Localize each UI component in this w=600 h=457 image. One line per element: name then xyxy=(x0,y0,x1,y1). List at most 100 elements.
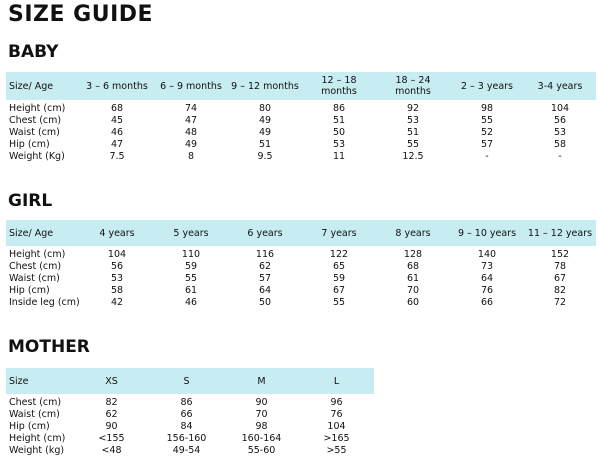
size-value: 56 xyxy=(110,261,124,272)
size-value: 46 xyxy=(184,297,198,308)
size-value: - xyxy=(558,151,562,162)
size-value: 45 xyxy=(110,115,124,126)
row-label: Inside leg (cm) xyxy=(9,297,80,308)
size-value: 82 xyxy=(105,397,118,408)
table-row: Height (cm) 68 74 80 86 92 98 104 xyxy=(6,103,596,115)
size-value: 160-164 xyxy=(241,433,282,444)
row-label: Waist (cm) xyxy=(9,273,60,284)
table-row: Height (cm) <155 156-160 160-164 >165 xyxy=(6,433,374,445)
size-value: 61 xyxy=(184,285,198,296)
size-value: 90 xyxy=(255,397,268,408)
size-value: 64 xyxy=(480,273,494,284)
size-value: 72 xyxy=(553,297,567,308)
size-table-baby: Size/ Age 3 – 6 months 6 – 9 months 9 – 12 … xyxy=(6,72,596,163)
size-value: >165 xyxy=(323,433,350,444)
table-row: Inside leg (cm) 42 46 50 55 60 66 72 xyxy=(6,297,596,309)
size-value: 78 xyxy=(553,261,567,272)
size-value: 156-160 xyxy=(166,433,207,444)
column-header: 8 years xyxy=(376,220,450,246)
size-value: 98 xyxy=(255,421,268,432)
column-header: 12 – 18 months xyxy=(302,72,376,100)
size-value: 12.5 xyxy=(402,151,424,162)
row-label-header: Size/ Age xyxy=(6,72,80,100)
table-row: Hip (cm) 90 84 98 104 xyxy=(6,421,374,433)
table-row: Waist (cm) 62 66 70 76 xyxy=(6,409,374,421)
size-value: 55 xyxy=(184,273,198,284)
size-value: 47 xyxy=(184,115,198,126)
row-label-header: Size xyxy=(6,368,74,394)
row-label: Height (cm) xyxy=(9,249,66,260)
size-value: 68 xyxy=(406,261,420,272)
column-header: 5 years xyxy=(154,220,228,246)
size-value: 58 xyxy=(110,285,124,296)
column-header: 11 – 12 years xyxy=(524,220,596,246)
table-row: Chest (cm) 45 47 49 51 53 55 56 xyxy=(6,115,596,127)
size-value: 53 xyxy=(110,273,124,284)
column-header: 4 years xyxy=(80,220,154,246)
size-value: 82 xyxy=(553,285,567,296)
size-value: <48 xyxy=(101,445,122,456)
size-value: 67 xyxy=(332,285,346,296)
size-value: 59 xyxy=(184,261,198,272)
size-value: 80 xyxy=(258,103,272,114)
column-header: L xyxy=(299,368,374,394)
size-value: 51 xyxy=(406,127,420,138)
size-value: 70 xyxy=(255,409,268,420)
table-row: Weight (kg) <48 49-54 55-60 >55 xyxy=(6,445,374,457)
size-value: 53 xyxy=(406,115,420,126)
header-row: Size/ Age 4 years 5 years 6 years 7 years 8 y… xyxy=(6,220,596,246)
size-value: 47 xyxy=(110,139,124,150)
size-value: 86 xyxy=(180,397,193,408)
size-value: 70 xyxy=(406,285,420,296)
section-title-girl: GIRL xyxy=(8,191,53,211)
section-title-baby: BABY xyxy=(8,42,59,62)
size-value: 76 xyxy=(480,285,494,296)
size-value: 73 xyxy=(480,261,494,272)
size-value: 51 xyxy=(332,115,346,126)
column-header: S xyxy=(149,368,224,394)
section-title-mother: MOTHER xyxy=(8,337,90,357)
size-value: 110 xyxy=(181,249,201,260)
size-value: 66 xyxy=(180,409,193,420)
size-value: 76 xyxy=(330,409,343,420)
size-value: 61 xyxy=(406,273,420,284)
row-label: Weight (kg) xyxy=(9,445,65,456)
size-value: 55-60 xyxy=(247,445,276,456)
row-label: Weight (Kg) xyxy=(9,151,65,162)
column-header: 18 – 24 months xyxy=(376,72,450,100)
size-value: 49 xyxy=(184,139,198,150)
size-value: 8 xyxy=(187,151,195,162)
size-value: 59 xyxy=(332,273,346,284)
size-value: 86 xyxy=(332,103,346,114)
column-header: M xyxy=(224,368,299,394)
column-header: 7 years xyxy=(302,220,376,246)
size-value: 53 xyxy=(553,127,567,138)
size-value: 62 xyxy=(105,409,118,420)
column-header: 6 years xyxy=(228,220,302,246)
table-row: Hip (cm) 47 49 51 53 55 57 58 xyxy=(6,139,596,151)
table-row: Chest (cm) 56 59 62 65 68 73 78 xyxy=(6,261,596,273)
size-value: 53 xyxy=(332,139,346,150)
size-value: 57 xyxy=(258,273,272,284)
row-label: Hip (cm) xyxy=(9,285,50,296)
size-value: 140 xyxy=(477,249,497,260)
header-row: Size XS S M L xyxy=(6,368,374,394)
size-value: 116 xyxy=(255,249,275,260)
size-value: 49 xyxy=(258,115,272,126)
size-value: 74 xyxy=(184,103,198,114)
table-row: Weight (Kg) 7.5 8 9.5 11 12.5 - - xyxy=(6,151,596,163)
size-value: 50 xyxy=(332,127,346,138)
size-value: 96 xyxy=(330,397,343,408)
size-value: 104 xyxy=(107,249,127,260)
size-value: - xyxy=(485,151,489,162)
column-header: 3-4 years xyxy=(524,72,596,100)
size-value: 152 xyxy=(550,249,570,260)
size-value: <155 xyxy=(98,433,125,444)
size-value: 68 xyxy=(110,103,124,114)
size-value: 56 xyxy=(553,115,567,126)
size-value: 67 xyxy=(553,273,567,284)
column-header: 9 – 10 years xyxy=(450,220,524,246)
size-value: 90 xyxy=(105,421,118,432)
column-header: 9 – 12 months xyxy=(228,72,302,100)
table-row: Height (cm) 104 110 116 122 128 140 152 xyxy=(6,249,596,261)
